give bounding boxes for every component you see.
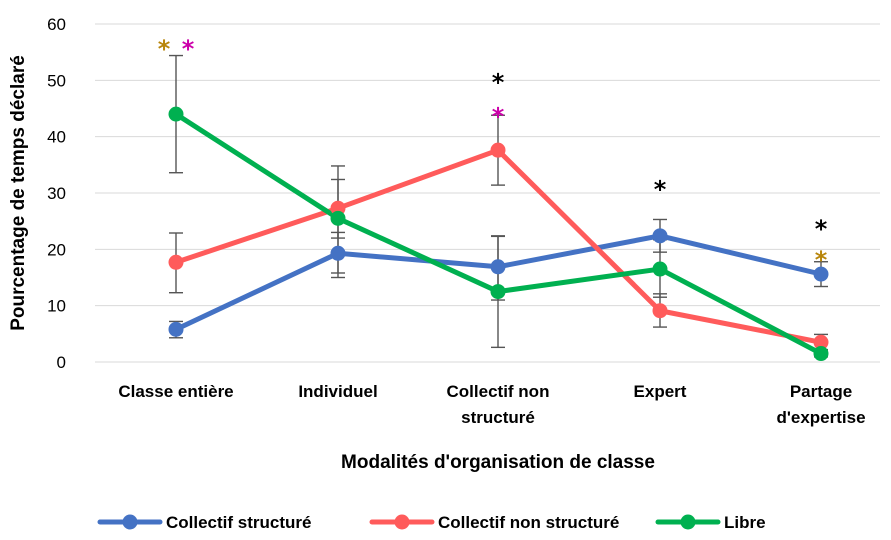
data-point	[490, 284, 506, 300]
x-category-label: Collectif non	[447, 382, 550, 401]
data-point	[813, 334, 829, 350]
y-tick-label: 20	[47, 240, 66, 259]
significance-star: *	[815, 215, 828, 243]
data-point	[168, 254, 184, 270]
legend-marker	[122, 514, 138, 530]
x-category-label: Expert	[634, 382, 687, 401]
data-point	[490, 259, 506, 275]
legend: Collectif structuré Collectif non structu…	[97, 513, 766, 532]
x-category-label: Classe entière	[118, 382, 233, 401]
x-category-label: Partage	[790, 382, 852, 401]
data-point	[652, 303, 668, 319]
data-point	[168, 106, 184, 122]
y-tick-label: 10	[47, 297, 66, 316]
data-point	[813, 266, 829, 282]
y-axis-tick-labels: 0 10 20 30 40 50 60	[47, 15, 66, 372]
series-points	[168, 106, 829, 362]
data-point	[652, 261, 668, 277]
y-tick-label: 0	[57, 353, 66, 372]
x-category-label: d'expertise	[776, 408, 865, 427]
data-point	[490, 142, 506, 158]
legend-marker	[680, 514, 696, 530]
x-category-label: structuré	[461, 408, 535, 427]
data-point	[330, 210, 346, 226]
data-point	[652, 228, 668, 244]
data-point	[813, 346, 829, 362]
significance-star: *	[492, 103, 505, 131]
x-axis-title: Modalités d'organisation de classe	[341, 452, 655, 473]
legend-label: Libre	[724, 513, 766, 532]
y-tick-label: 60	[47, 15, 66, 34]
x-category-label: Individuel	[298, 382, 377, 401]
x-axis-category-labels: Classe entière Individuel Collectif non str…	[118, 382, 865, 427]
significance-star: *	[654, 176, 667, 204]
data-point	[168, 321, 184, 337]
error-bars	[169, 54, 828, 358]
legend-marker	[394, 514, 410, 530]
significance-star: *	[158, 35, 171, 63]
significance-star: *	[182, 35, 195, 63]
significance-star: *	[492, 69, 505, 97]
y-axis-title: Pourcentage de temps déclaré	[8, 55, 29, 331]
y-tick-label: 50	[47, 71, 66, 90]
significance-annotations: * * * * * * *	[158, 35, 828, 274]
data-point	[330, 245, 346, 261]
legend-label: Collectif structuré	[166, 513, 311, 532]
y-tick-label: 30	[47, 184, 66, 203]
significance-star: *	[815, 246, 828, 274]
legend-label: Collectif non structuré	[438, 513, 619, 532]
y-tick-label: 40	[47, 128, 66, 147]
